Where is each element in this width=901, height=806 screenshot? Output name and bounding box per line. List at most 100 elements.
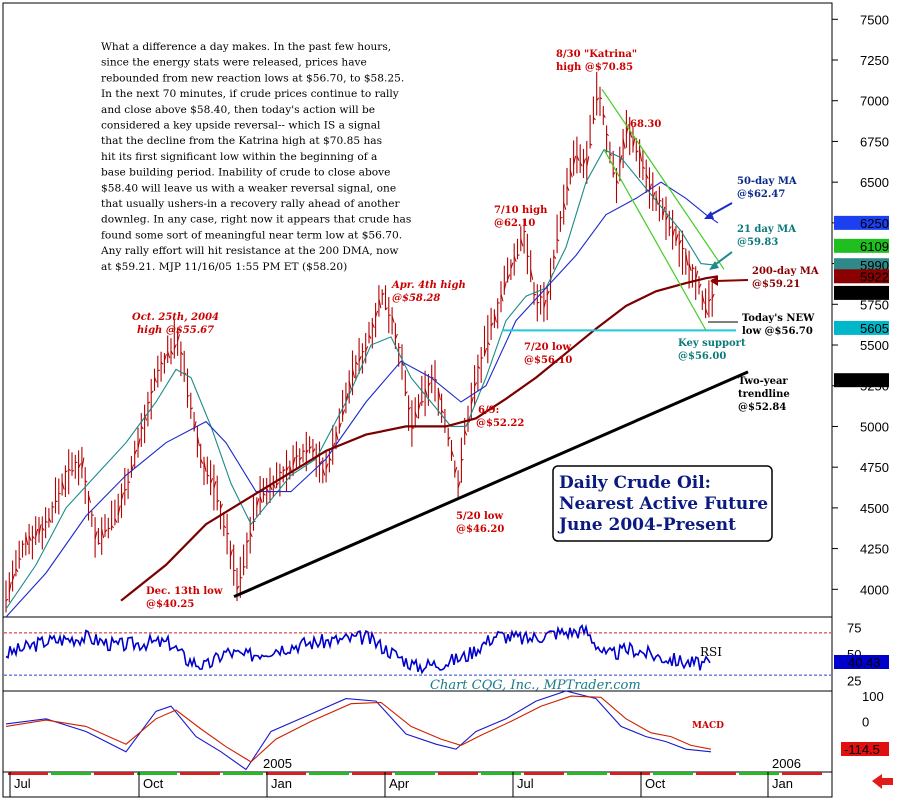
- value-tag-label: 5820: [860, 286, 889, 301]
- commentary-line: rebounded from new reaction lows at $56.…: [101, 72, 404, 84]
- ann-jun9-2: @$52.22: [476, 418, 524, 429]
- commentary-line: at $59.21. MJP 11/16/05 1:55 PM ET ($58.…: [101, 261, 347, 273]
- commentary-line: Any rally effort will hit resistance at …: [100, 245, 398, 257]
- value-tag-label: 5284: [860, 373, 889, 388]
- month-color-bar: [266, 772, 306, 775]
- macd-panel-frame: [3, 691, 832, 772]
- commentary-line: since the energy stats were released, pr…: [101, 57, 367, 69]
- y-tick-label: 7000: [860, 94, 889, 109]
- month-color-bar: [524, 772, 564, 775]
- ann-trend-1: Two-year: [738, 376, 788, 387]
- rsi-value-tag-label: 40.43: [848, 655, 881, 670]
- ann-newlow-1: Today's NEW: [742, 313, 815, 324]
- x-tick-label: Oct: [645, 776, 666, 791]
- chart-title-box: Daily Crude Oil: Nearest Active Future J…: [553, 466, 772, 541]
- month-color-bar: [653, 772, 693, 775]
- commentary-line: found some sort of meaningful near term …: [101, 229, 402, 241]
- ann-ma200-1: 200-day MA: [752, 266, 819, 277]
- commentary-line: In the next 70 minutes, if crude prices …: [101, 88, 399, 100]
- commentary-line: $58.40 will leave us with a weaker rever…: [101, 182, 396, 194]
- price-bar-tick: [683, 248, 685, 249]
- ann-oct25-2: high @$55.67: [137, 325, 214, 336]
- value-tag-label: 6250: [860, 216, 889, 231]
- month-color-bar: [782, 772, 822, 775]
- month-color-bar: [8, 772, 48, 775]
- month-color-bar: [137, 772, 177, 775]
- month-color-bar: [94, 772, 134, 775]
- commentary-line: base building period. Inability of crude…: [101, 167, 390, 179]
- month-color-bar: [395, 772, 435, 775]
- commentary-line: hit its first significant low within the…: [101, 151, 378, 163]
- ann-oct25-1: Oct. 25th, 2004: [132, 312, 219, 323]
- ann-trend-2: trendline: [738, 389, 790, 400]
- price-bar-tick: [600, 98, 602, 99]
- value-tag-label: 6109: [860, 239, 889, 254]
- ann-katrina-1: 8/30 "Katrina": [556, 49, 637, 60]
- commentary-line: downleg. In any case, right now it appea…: [101, 214, 411, 226]
- ann-newlow-2: low @$56.70: [742, 326, 813, 337]
- month-color-bars: [8, 772, 822, 775]
- ann-may20-1: 5/20 low: [456, 511, 503, 522]
- commentary-line: and close above $58.40, then today's act…: [101, 104, 375, 116]
- month-color-bar: [51, 772, 91, 775]
- month-color-bar: [180, 772, 220, 775]
- ann-support-2: @$56.00: [678, 351, 726, 362]
- rsi-label: RSI: [700, 645, 722, 659]
- commentary-line: considered a key upside reversal-- which…: [101, 120, 381, 132]
- x-tick-label: Apr: [389, 776, 410, 791]
- price-bar-tick: [524, 231, 526, 232]
- ann-dec13-2: @$40.25: [146, 599, 194, 610]
- y-tick-label: 5500: [860, 338, 889, 353]
- y-tick-label: 6750: [860, 134, 889, 149]
- x-tick-label: Jan: [772, 776, 793, 791]
- y-tick-label: 7500: [860, 12, 889, 27]
- price-y-axis: 4000425045004750500052505500575060006250…: [832, 12, 889, 597]
- ma200-arrow: [716, 280, 748, 281]
- rsi-tick-label: 25: [847, 673, 861, 688]
- month-color-bar: [739, 772, 779, 775]
- commentary-line: that the decline from the Katrina high a…: [101, 135, 382, 147]
- chart-credit: Chart CQG, Inc., MPTrader.com: [430, 678, 641, 693]
- ann-dec13-1: Dec. 13th low: [146, 586, 223, 597]
- price-bar-tick: [56, 501, 58, 502]
- ann-ma50-1: 50-day MA: [737, 176, 797, 187]
- ann-katrina-2: high @$70.85: [556, 62, 633, 73]
- ann-ma200-2: @$59.21: [752, 279, 800, 290]
- year-label: 2006: [772, 756, 801, 771]
- value-tag-label: 5922: [860, 269, 889, 284]
- macd-tick-label: 100: [862, 689, 884, 704]
- ann-ma21-2: @59.83: [737, 237, 778, 248]
- year-label: 2005: [263, 756, 292, 771]
- commentary-text: What a difference a day makes. In the pa…: [100, 41, 411, 273]
- value-tag-label: 5605: [860, 321, 889, 336]
- commentary-line: that usually ushers-in a recovery rally …: [101, 198, 400, 210]
- y-tick-label: 4000: [860, 582, 889, 597]
- ann-trend-3: @$52.84: [738, 402, 786, 413]
- ann-jul10-1: 7/10 high: [494, 205, 548, 216]
- x-axis-strip: [3, 772, 832, 797]
- month-color-bar: [481, 772, 521, 775]
- month-color-bar: [438, 772, 478, 775]
- price-bar-tick: [412, 428, 414, 429]
- ann-mid-label: 68.30: [630, 119, 661, 130]
- ann-jul10-2: @62.10: [494, 218, 535, 229]
- chart-title: Daily Crude Oil:: [559, 473, 711, 493]
- x-tick-label: Jan: [271, 776, 292, 791]
- rsi-tick-label: 75: [847, 621, 861, 636]
- y-tick-label: 7250: [860, 53, 889, 68]
- month-color-bar: [610, 772, 650, 775]
- commentary-line: What a difference a day makes. In the pa…: [101, 41, 391, 53]
- macd-value-tag-label: -114.5: [844, 742, 880, 757]
- price-bar-tick: [75, 462, 77, 463]
- ann-apr4-2: @$58.28: [392, 293, 440, 304]
- month-color-bar: [696, 772, 736, 775]
- price-bar-tick: [244, 567, 246, 568]
- x-tick-label: Oct: [143, 776, 164, 791]
- month-color-bar: [223, 772, 263, 775]
- ann-jul20-1: 7/20 low: [524, 342, 571, 353]
- red-left-arrow-icon[interactable]: [872, 774, 893, 789]
- x-tick-label: Jul: [517, 776, 534, 791]
- month-color-bar: [352, 772, 392, 775]
- ann-jul20-2: @$56.10: [524, 355, 572, 366]
